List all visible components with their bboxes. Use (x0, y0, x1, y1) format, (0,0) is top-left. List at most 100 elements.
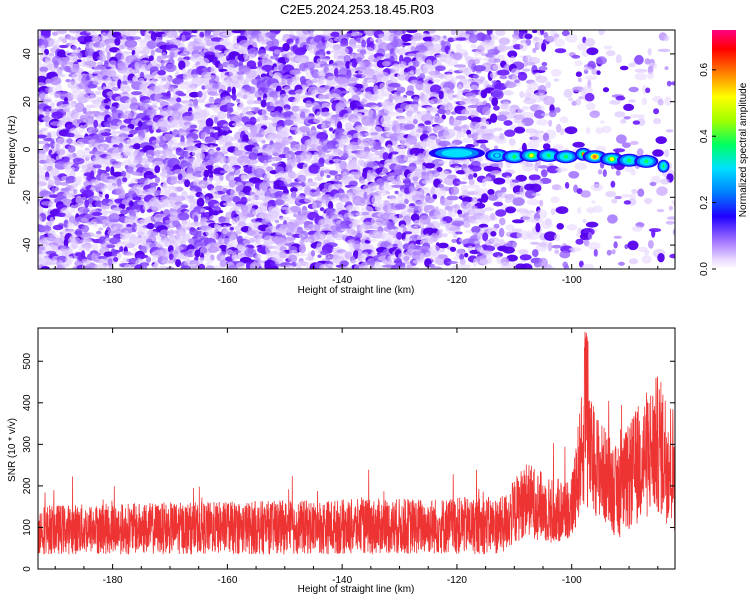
spectrogram-cell (154, 176, 161, 183)
spectrogram-cell (111, 86, 119, 92)
spectrogram-cell (537, 84, 547, 95)
spectrogram-cell (38, 114, 45, 123)
spectrogram-cell (503, 120, 513, 126)
spectrogram-cell (111, 130, 117, 137)
spectrogram-cell (120, 30, 130, 39)
spectrogram-cell (141, 100, 150, 104)
spectrogram-cell (430, 84, 442, 95)
spectrogram-cell (408, 266, 419, 269)
spectrogram-cell (105, 45, 113, 55)
spectrogram-cell (611, 249, 616, 255)
spectrogram-cell (473, 172, 478, 178)
spectrogram-cell (586, 47, 599, 56)
spectrogram-cell (467, 184, 480, 189)
spectrogram-cell (133, 143, 141, 150)
spectrogram-cell (381, 185, 394, 191)
spectrogram-cell (69, 204, 76, 213)
spectrogram-cell (280, 133, 292, 138)
spectrogram-cell (498, 162, 504, 169)
signal-track-blob (563, 154, 569, 159)
spectrogram-cell (67, 145, 76, 153)
spectrogram-cell (520, 263, 533, 269)
spectrogram-cell (496, 44, 508, 52)
spectrogram-cell (514, 126, 526, 134)
spectrogram-cell (395, 38, 403, 48)
spectrogram-cell (455, 231, 463, 235)
spectrogram-cell (84, 199, 90, 208)
spectrogram-cell (283, 119, 294, 126)
spectrogram-cell (200, 75, 205, 79)
spectrogram-cell (455, 115, 468, 121)
spectrogram-cell (487, 189, 495, 196)
spectrogram-cell (116, 178, 122, 188)
spectrogram-cell (647, 72, 654, 80)
spectrogram-cell (512, 197, 525, 206)
spectrogram-cell (284, 264, 295, 269)
spectrogram-cell (71, 37, 77, 41)
spectrogram-cell (43, 96, 53, 104)
spectrogram-cell (308, 164, 321, 175)
spectrogram-cell (279, 216, 291, 222)
spectrogram-cell (140, 63, 149, 74)
spectrogram-cell (348, 86, 358, 94)
spectrogram-cell (629, 193, 637, 200)
spectrogram-cell (666, 216, 675, 220)
spectrogram-cell (401, 36, 410, 43)
spectrogram-cell (85, 115, 95, 126)
spectrogram-cell (426, 135, 439, 144)
spectrogram-cell (564, 264, 570, 269)
spectrogram-cell (91, 243, 99, 251)
spectrogram-cell (457, 209, 463, 215)
colorbar-gradient (712, 30, 736, 269)
spectrogram-cell (606, 249, 612, 256)
spectrogram-cell (372, 203, 378, 207)
spectrogram-cell (424, 162, 436, 169)
spectrogram-cell (527, 198, 540, 206)
spectrogram-cell (256, 115, 265, 123)
spectrogram-cell (472, 132, 478, 142)
spectrogram-cell (99, 40, 105, 48)
spectrogram-cell (170, 175, 178, 182)
spectrogram-cell (621, 142, 631, 149)
spectrogram-cell (145, 256, 152, 263)
spectrogram-cell (396, 231, 403, 241)
spectrogram-cell (458, 264, 471, 269)
spectrogram-cell (462, 137, 473, 144)
spectrogram-cell (313, 151, 319, 161)
spectrogram-cell (387, 111, 398, 117)
spectrogram-cell (394, 190, 399, 195)
spectrogram-cell (82, 246, 89, 251)
spectrogram-cell (348, 223, 359, 228)
spectrogram-cell (317, 254, 322, 258)
spectrogram-cell (258, 155, 272, 164)
spectrogram-cell (43, 105, 52, 112)
spectrogram-cell (554, 48, 567, 54)
spectrogram-cell (456, 130, 461, 141)
spectrogram-cell (288, 147, 301, 151)
spectrogram-cell (193, 98, 199, 108)
spectrogram-cell (480, 89, 488, 99)
spectrogram-cell (590, 183, 604, 192)
spectrogram-cell (554, 107, 561, 113)
spectrogram-cell (39, 66, 48, 73)
spectrogram-cell (502, 246, 515, 254)
spectrogram-cell (154, 165, 161, 174)
spectrogram-cell (91, 211, 103, 216)
signal-track-blob (662, 164, 665, 169)
spectrogram-cell (112, 163, 122, 169)
spectrogram-cell (609, 100, 621, 105)
spectrogram-cell (496, 114, 508, 122)
spectrogram-cell (451, 264, 460, 269)
spectrogram-cell (217, 128, 223, 133)
spectrogram-cell (249, 66, 259, 70)
spectrogram-cell (382, 61, 391, 67)
spectrogram-cell (129, 129, 138, 135)
spectrogram-cell (574, 162, 588, 171)
spectrogram-cell (470, 128, 476, 135)
spectrogram-cell (527, 140, 540, 150)
spectrogram-cell (300, 143, 308, 152)
spectrogram-y-tick-label: 40 (22, 48, 33, 60)
spectrogram-cell (304, 67, 310, 75)
spectrogram-cell (41, 127, 48, 132)
spectrogram-cell (627, 240, 639, 251)
